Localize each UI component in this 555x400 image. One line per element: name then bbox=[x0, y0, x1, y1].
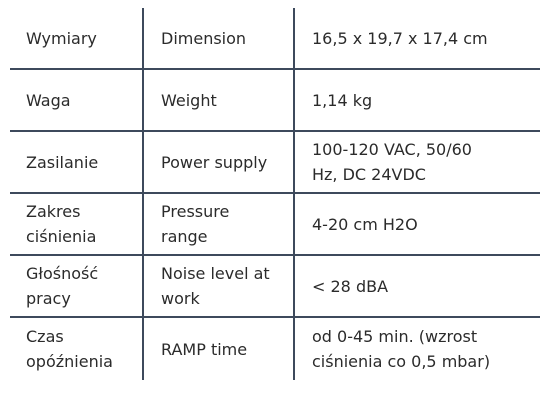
cell-text: Wymiary bbox=[26, 28, 97, 48]
cell-text: < 28 dBA bbox=[312, 276, 389, 296]
cell-text: Dimension bbox=[161, 28, 247, 48]
cell-text: work bbox=[161, 289, 200, 308]
table-row: Czas opóźnienia RAMP time od 0-45 min. (wzr… bbox=[10, 318, 540, 380]
cell-text: 1,14 kg bbox=[312, 90, 373, 110]
cell-text: ciśnienia bbox=[26, 227, 97, 246]
cell-text: Głośność bbox=[26, 264, 99, 283]
spec-table: Wymiary Dimension 16,5 x 19,7 x 17,4 cm Wag… bbox=[10, 8, 540, 380]
table-cell: 16,5 x 19,7 x 17,4 cm bbox=[293, 8, 540, 68]
cell-text: opóźnienia bbox=[26, 352, 113, 371]
table-cell: od 0-45 min. (wzrost ciśnienia co 0,5 mba… bbox=[293, 318, 540, 380]
cell-text: Waga bbox=[26, 90, 71, 110]
cell-text: Czas bbox=[26, 327, 64, 346]
table-cell: < 28 dBA bbox=[293, 256, 540, 316]
cell-text: Pressure bbox=[161, 202, 230, 221]
table-cell: 4-20 cm H2O bbox=[293, 194, 540, 254]
table-cell: RAMP time bbox=[142, 318, 293, 380]
table-cell: Zasilanie bbox=[10, 132, 142, 192]
table-cell: Dimension bbox=[142, 8, 293, 68]
cell-text: pracy bbox=[26, 289, 71, 308]
table-cell: Weight bbox=[142, 70, 293, 130]
table-row: Wymiary Dimension 16,5 x 19,7 x 17,4 cm bbox=[10, 8, 540, 70]
table-row: Waga Weight 1,14 kg bbox=[10, 70, 540, 132]
cell-text: Zakres bbox=[26, 202, 81, 221]
cell-text: Zasilanie bbox=[26, 152, 99, 172]
table-cell: Wymiary bbox=[10, 8, 142, 68]
cell-text: Weight bbox=[161, 90, 217, 110]
table-cell: Zakres ciśnienia bbox=[10, 194, 142, 254]
table-row: Głośność pracy Noise level at work < 28 dBA bbox=[10, 256, 540, 318]
cell-text: range bbox=[161, 227, 208, 246]
table-cell: 100-120 VAC, 50/60 Hz, DC 24VDC bbox=[293, 132, 540, 192]
table-row: Zakres ciśnienia Pressure range 4-20 cm H2O bbox=[10, 194, 540, 256]
cell-text: od 0-45 min. (wzrost bbox=[312, 327, 478, 346]
table-cell: Waga bbox=[10, 70, 142, 130]
table-cell: Czas opóźnienia bbox=[10, 318, 142, 380]
cell-text: 100-120 VAC, 50/60 bbox=[312, 140, 472, 159]
cell-text: 4-20 cm H2O bbox=[312, 214, 418, 234]
cell-text: RAMP time bbox=[161, 339, 248, 359]
table-row: Zasilanie Power supply 100-120 VAC, 50/60 H… bbox=[10, 132, 540, 194]
table-cell: Pressure range bbox=[142, 194, 293, 254]
table-cell: Głośność pracy bbox=[10, 256, 142, 316]
table-cell: Noise level at work bbox=[142, 256, 293, 316]
cell-text: 16,5 x 19,7 x 17,4 cm bbox=[312, 28, 488, 48]
cell-text: Power supply bbox=[161, 152, 268, 172]
cell-text: ciśnienia co 0,5 mbar) bbox=[312, 352, 491, 371]
cell-text: Hz, DC 24VDC bbox=[312, 165, 426, 184]
table-cell: Power supply bbox=[142, 132, 293, 192]
table-cell: 1,14 kg bbox=[293, 70, 540, 130]
cell-text: Noise level at bbox=[161, 264, 270, 283]
